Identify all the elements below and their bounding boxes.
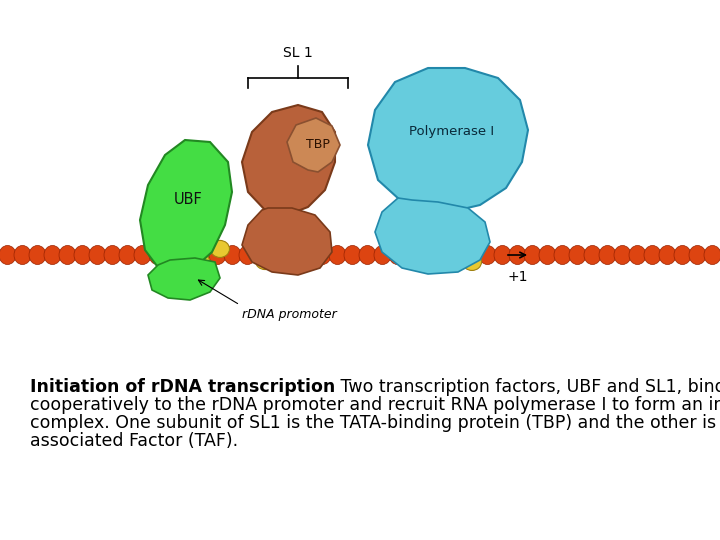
Ellipse shape	[194, 246, 211, 265]
Polygon shape	[140, 140, 232, 273]
Ellipse shape	[629, 246, 646, 265]
Ellipse shape	[29, 246, 46, 265]
Polygon shape	[242, 105, 335, 215]
Ellipse shape	[659, 246, 676, 265]
Ellipse shape	[134, 246, 151, 265]
Polygon shape	[148, 258, 220, 300]
Ellipse shape	[404, 246, 421, 265]
Text: +1: +1	[508, 270, 528, 284]
Ellipse shape	[359, 246, 376, 265]
Text: complex. One subunit of SL1 is the TATA-binding protein (TBP) and the other is T: complex. One subunit of SL1 is the TATA-…	[30, 414, 720, 432]
Ellipse shape	[299, 246, 316, 265]
Polygon shape	[287, 118, 340, 172]
Ellipse shape	[644, 246, 661, 265]
Text: Two transcription factors, UBF and SL1, bind: Two transcription factors, UBF and SL1, …	[336, 378, 720, 396]
Ellipse shape	[104, 246, 121, 265]
Ellipse shape	[224, 246, 241, 265]
Ellipse shape	[149, 246, 166, 265]
Ellipse shape	[0, 246, 16, 265]
Ellipse shape	[599, 246, 616, 265]
Ellipse shape	[374, 246, 391, 265]
Ellipse shape	[59, 246, 76, 265]
Ellipse shape	[584, 246, 601, 265]
Ellipse shape	[464, 246, 481, 265]
Ellipse shape	[434, 246, 451, 265]
Ellipse shape	[569, 246, 586, 265]
Ellipse shape	[389, 246, 406, 265]
Text: TBP: TBP	[306, 138, 330, 152]
Polygon shape	[368, 68, 528, 212]
Text: associated Factor (TAF).: associated Factor (TAF).	[30, 432, 238, 450]
Ellipse shape	[119, 246, 136, 265]
Ellipse shape	[209, 246, 226, 265]
Ellipse shape	[554, 246, 571, 265]
Ellipse shape	[89, 246, 106, 265]
Ellipse shape	[704, 246, 720, 265]
Ellipse shape	[179, 246, 196, 265]
Ellipse shape	[509, 246, 526, 265]
Ellipse shape	[479, 246, 496, 265]
Ellipse shape	[210, 240, 230, 258]
Ellipse shape	[269, 246, 286, 265]
Ellipse shape	[446, 240, 464, 258]
Ellipse shape	[44, 246, 61, 265]
Ellipse shape	[14, 246, 31, 265]
Ellipse shape	[674, 246, 691, 265]
Ellipse shape	[74, 246, 91, 265]
Polygon shape	[242, 208, 332, 275]
Ellipse shape	[276, 246, 294, 264]
Text: Polymerase I: Polymerase I	[410, 125, 495, 138]
Ellipse shape	[462, 253, 482, 271]
Ellipse shape	[329, 246, 346, 265]
Ellipse shape	[494, 246, 511, 265]
Ellipse shape	[344, 246, 361, 265]
Ellipse shape	[164, 246, 181, 265]
Ellipse shape	[419, 246, 436, 265]
Text: Initiation of rDNA transcription: Initiation of rDNA transcription	[30, 378, 336, 396]
Ellipse shape	[614, 246, 631, 265]
Ellipse shape	[524, 246, 541, 265]
Ellipse shape	[449, 246, 466, 265]
Ellipse shape	[314, 246, 331, 265]
Ellipse shape	[284, 246, 301, 265]
Ellipse shape	[191, 253, 210, 269]
Ellipse shape	[539, 246, 556, 265]
Text: UBF: UBF	[174, 192, 202, 207]
Ellipse shape	[239, 246, 256, 265]
Text: rDNA promoter: rDNA promoter	[242, 308, 337, 321]
Ellipse shape	[256, 253, 274, 269]
Ellipse shape	[254, 246, 271, 265]
Ellipse shape	[689, 246, 706, 265]
Text: cooperatively to the rDNA promoter and recruit RNA polymerase I to form an initi: cooperatively to the rDNA promoter and r…	[30, 396, 720, 414]
Text: SL 1: SL 1	[283, 46, 313, 60]
Polygon shape	[375, 198, 490, 274]
